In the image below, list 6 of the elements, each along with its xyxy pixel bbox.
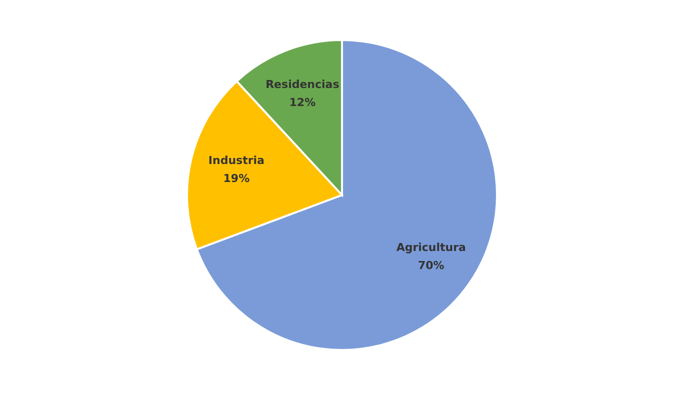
data-label: 19% — [223, 172, 250, 185]
data-label: 70% — [418, 258, 444, 272]
slice-label: Residencias — [266, 78, 340, 91]
data-label: 12% — [289, 96, 316, 109]
slice-label: Industria — [208, 154, 264, 167]
slice-label: Agricultura — [396, 240, 466, 254]
